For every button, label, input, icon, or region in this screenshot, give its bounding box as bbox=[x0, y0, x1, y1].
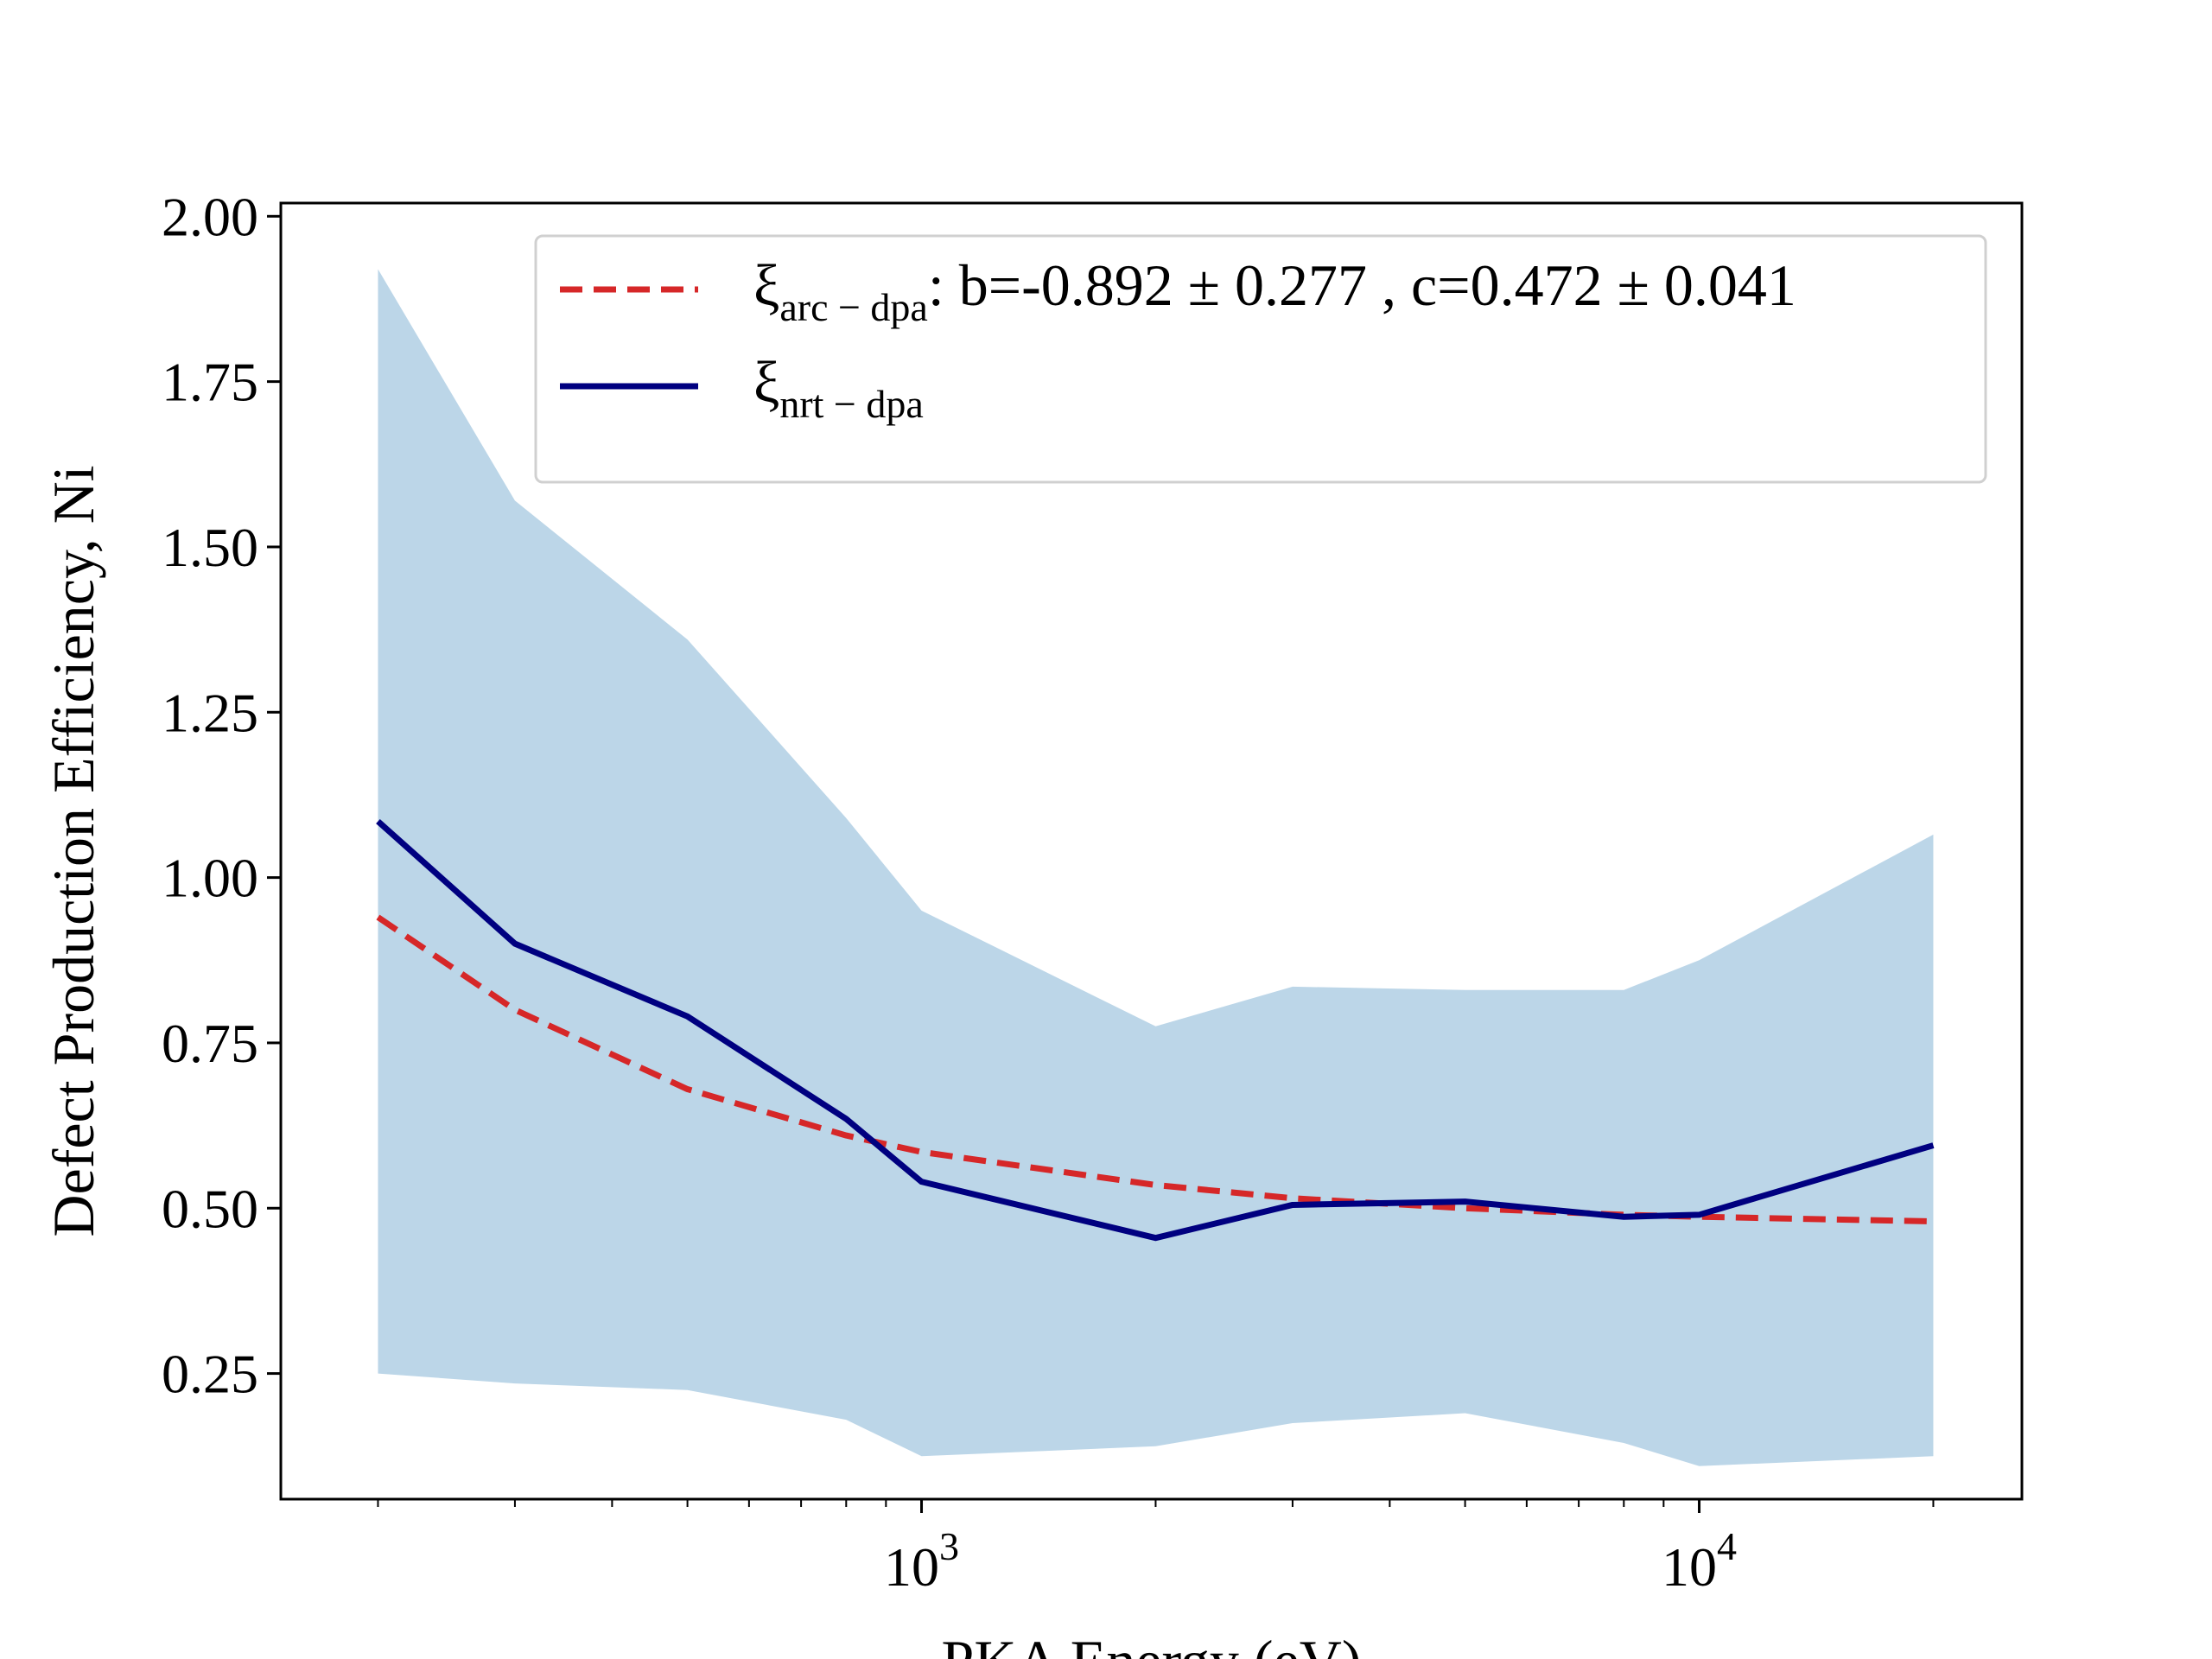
series-line-1 bbox=[376, 818, 1935, 1242]
legend-symbol: ξ bbox=[753, 252, 779, 318]
series-lines bbox=[376, 818, 1935, 1242]
y-tick-label: 1.75 bbox=[162, 352, 258, 413]
x-axis-label: PKA Energy (eV) bbox=[942, 1628, 1362, 1659]
x-tick-label: 104 bbox=[1662, 1524, 1737, 1598]
legend-box bbox=[534, 234, 1987, 484]
confidence-band bbox=[378, 269, 1934, 1466]
legend-symbol: ξ bbox=[753, 349, 779, 415]
y-tick-label: 1.25 bbox=[162, 682, 258, 743]
legend-subscript: arc − dpa bbox=[779, 285, 928, 329]
y-tick-label: 2.00 bbox=[162, 186, 258, 247]
legend-label-arc-dpa: ξarc − dpa: b=-0.892 ± 0.277 , c=0.472 ±… bbox=[753, 252, 1796, 329]
y-axis: 2.00 1.75 1.50 1.25 1.00 0.75 0.50 0.25 bbox=[162, 186, 281, 1405]
legend: ξarc − dpa: b=-0.892 ± 0.277 , c=0.472 ±… bbox=[534, 234, 1987, 484]
legend-params: : b=-0.892 ± 0.277 , c=0.472 ± 0.041 bbox=[928, 252, 1796, 318]
y-tick-label: 0.50 bbox=[162, 1178, 258, 1239]
y-tick-label: 0.25 bbox=[162, 1344, 258, 1405]
x-tick-label: 103 bbox=[884, 1524, 959, 1598]
y-axis-label: Defect Production Efficiency, Ni bbox=[41, 465, 106, 1236]
y-tick-label: 0.75 bbox=[162, 1013, 258, 1074]
legend-label-nrt-dpa: ξnrt − dpa bbox=[753, 349, 924, 426]
band-area bbox=[378, 269, 1934, 1466]
y-tick-label: 1.00 bbox=[162, 848, 258, 909]
x-axis: 103 104 bbox=[377, 1499, 1935, 1598]
plot-frame bbox=[279, 201, 2024, 1501]
legend-subscript: nrt − dpa bbox=[779, 382, 923, 426]
y-tick-label: 1.50 bbox=[162, 517, 258, 578]
